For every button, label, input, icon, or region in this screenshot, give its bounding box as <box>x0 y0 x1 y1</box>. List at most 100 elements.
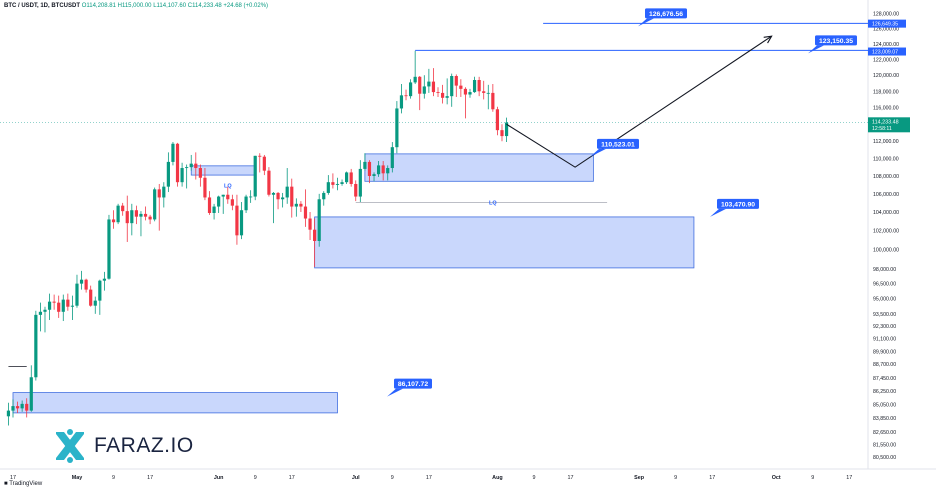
candle-17[interactable] <box>84 279 88 290</box>
candle-7[interactable] <box>38 311 43 315</box>
candle-83[interactable] <box>386 168 390 174</box>
candle-51[interactable] <box>239 210 244 236</box>
candle-2[interactable] <box>15 406 20 409</box>
candle-61[interactable] <box>285 186 289 198</box>
candle-88[interactable] <box>408 82 413 97</box>
candle-48[interactable] <box>226 194 230 200</box>
candle-6[interactable] <box>34 314 38 378</box>
candle-10[interactable] <box>52 301 56 303</box>
candle-15[interactable] <box>75 283 79 306</box>
candle-39[interactable] <box>185 167 189 169</box>
candle-63[interactable] <box>294 203 298 207</box>
candle-34[interactable] <box>162 186 166 198</box>
candle-42[interactable] <box>198 168 202 178</box>
candle-77[interactable] <box>358 168 362 197</box>
candle-95[interactable] <box>440 92 445 98</box>
candle-44[interactable] <box>207 197 212 213</box>
candle-73[interactable] <box>340 182 344 184</box>
candle-85[interactable] <box>395 108 399 148</box>
candle-76[interactable] <box>354 183 358 197</box>
candle-43[interactable] <box>203 177 207 198</box>
candle-91[interactable] <box>422 86 426 94</box>
candle-9[interactable] <box>47 301 52 310</box>
candle-13[interactable] <box>66 299 70 307</box>
candle-97[interactable] <box>450 76 454 97</box>
candle-20[interactable] <box>98 280 102 301</box>
candle-8[interactable] <box>43 309 47 312</box>
demand-zone-2[interactable] <box>12 392 338 414</box>
candle-99[interactable] <box>459 85 463 89</box>
candle-55[interactable] <box>258 155 262 157</box>
candle-100[interactable] <box>463 88 468 95</box>
candle-78[interactable] <box>363 161 367 169</box>
zone-callout-2[interactable]: 86,107.72 <box>387 378 432 397</box>
candle-52[interactable] <box>244 196 248 211</box>
candle-53[interactable] <box>249 196 253 198</box>
candle-26[interactable] <box>125 211 129 224</box>
candle-108[interactable] <box>500 130 504 137</box>
candle-3[interactable] <box>20 403 24 409</box>
candle-33[interactable] <box>157 189 161 198</box>
candle-23[interactable] <box>111 219 116 223</box>
candle-71[interactable] <box>331 182 335 185</box>
candle-74[interactable] <box>345 172 349 183</box>
candle-72[interactable] <box>335 183 340 185</box>
candle-22[interactable] <box>107 219 111 279</box>
candle-50[interactable] <box>235 205 239 236</box>
current-price-badge[interactable] <box>868 117 910 133</box>
candle-27[interactable] <box>130 210 134 224</box>
candle-94[interactable] <box>436 92 440 93</box>
candle-4[interactable] <box>25 403 29 411</box>
candle-98[interactable] <box>454 76 458 86</box>
candle-103[interactable] <box>477 80 481 92</box>
candle-18[interactable] <box>89 289 93 306</box>
candle-104[interactable] <box>482 91 486 93</box>
candle-93[interactable] <box>431 81 436 93</box>
projection-path[interactable] <box>506 35 772 168</box>
candle-96[interactable] <box>445 96 449 98</box>
candle-32[interactable] <box>153 189 157 220</box>
candle-40[interactable] <box>189 163 193 168</box>
candle-58[interactable] <box>271 192 276 195</box>
candle-46[interactable] <box>217 196 221 207</box>
candle-35[interactable] <box>166 161 170 187</box>
candle-57[interactable] <box>267 170 271 195</box>
candle-84[interactable] <box>390 147 394 169</box>
candle-12[interactable] <box>61 299 65 312</box>
candle-11[interactable] <box>57 302 61 312</box>
candle-24[interactable] <box>116 205 120 223</box>
candle-66[interactable] <box>308 218 312 230</box>
candle-89[interactable] <box>413 76 417 83</box>
candle-102[interactable] <box>472 80 477 93</box>
candle-38[interactable] <box>180 168 184 183</box>
candle-45[interactable] <box>212 206 216 213</box>
candle-101[interactable] <box>468 92 472 95</box>
demand-zone-1[interactable] <box>314 216 695 269</box>
demand-zone-0[interactable] <box>364 153 594 182</box>
candle-41[interactable] <box>194 163 198 169</box>
candle-14[interactable] <box>70 305 75 307</box>
candle-49[interactable] <box>230 199 234 206</box>
candle-90[interactable] <box>418 76 422 94</box>
candle-21[interactable] <box>102 278 106 281</box>
zone-callout-0[interactable]: 110,523.01 <box>590 138 639 157</box>
candle-28[interactable] <box>134 210 138 217</box>
candle-60[interactable] <box>281 197 285 200</box>
candle-25[interactable] <box>121 205 125 212</box>
level-callout-1[interactable]: 123,150.35 <box>808 35 857 54</box>
candle-86[interactable] <box>399 95 404 109</box>
candle-107[interactable] <box>495 109 500 131</box>
candle-19[interactable] <box>93 300 97 306</box>
candle-31[interactable] <box>148 216 152 220</box>
candle-87[interactable] <box>404 95 408 97</box>
candle-16[interactable] <box>79 279 84 284</box>
candle-106[interactable] <box>491 92 495 110</box>
candle-5[interactable] <box>29 377 33 411</box>
candle-64[interactable] <box>299 203 303 207</box>
candle-36[interactable] <box>171 143 175 162</box>
candle-79[interactable] <box>367 161 372 176</box>
candle-59[interactable] <box>276 192 280 200</box>
candle-82[interactable] <box>381 165 385 174</box>
candle-109[interactable] <box>504 122 509 137</box>
